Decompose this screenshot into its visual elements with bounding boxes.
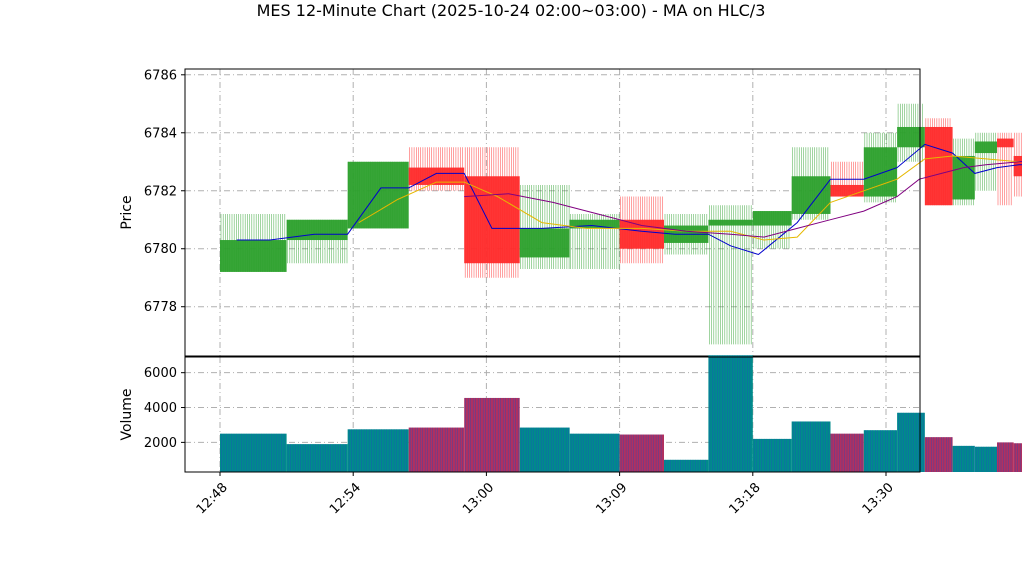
candle-down bbox=[619, 196, 664, 264]
price-tick-label: 6782 bbox=[144, 184, 177, 199]
volume-bar-body bbox=[286, 444, 348, 472]
volume-bar bbox=[569, 433, 620, 472]
volume-bar bbox=[408, 427, 465, 472]
volume-bar-body bbox=[464, 397, 520, 472]
volume-bar-body bbox=[708, 355, 753, 472]
volume-bar bbox=[974, 446, 997, 472]
candle-body bbox=[286, 219, 348, 241]
candle-up bbox=[752, 211, 792, 249]
candle-body bbox=[619, 219, 664, 249]
time-tick-label: 13:00 bbox=[460, 480, 497, 517]
candle-body bbox=[347, 161, 409, 229]
candle-up bbox=[897, 103, 925, 162]
candle-body bbox=[974, 141, 997, 154]
candle-body bbox=[897, 126, 925, 148]
price-panel: 6778 6780 6782 6784 6786 Price bbox=[119, 68, 1022, 357]
volume-bar-body bbox=[619, 434, 664, 472]
volume-bar bbox=[830, 433, 864, 472]
volume-bar-body bbox=[752, 438, 792, 472]
volume-y-axis-label: Volume bbox=[119, 388, 135, 440]
volume-bar bbox=[519, 427, 570, 472]
candle-up bbox=[220, 213, 287, 272]
ma-fast-line bbox=[236, 143, 1022, 256]
candle-up bbox=[952, 138, 975, 206]
candle-body bbox=[952, 155, 975, 200]
volume-bar-body bbox=[519, 427, 570, 472]
volume-axes-frame bbox=[184, 356, 921, 473]
price-tick-label: 6784 bbox=[144, 126, 177, 141]
volume-bar bbox=[897, 412, 925, 472]
volume-bar bbox=[997, 442, 1014, 472]
volume-bar bbox=[924, 437, 953, 472]
volume-bar-body bbox=[347, 429, 409, 472]
volume-bar bbox=[619, 434, 664, 472]
time-tick-label: 13:18 bbox=[727, 480, 764, 517]
candle-up bbox=[974, 132, 997, 191]
volume-bar-body bbox=[408, 427, 465, 472]
volume-panel: 2000 4000 6000 Volume bbox=[119, 355, 1022, 473]
time-tick-label: 12:54 bbox=[327, 480, 364, 517]
candle-body bbox=[830, 184, 864, 197]
volume-bar-body bbox=[569, 433, 620, 472]
volume-bar bbox=[752, 438, 792, 472]
candle-body bbox=[791, 176, 831, 214]
candle-down bbox=[408, 147, 465, 191]
candle-body bbox=[519, 228, 570, 258]
ma-slow-line bbox=[464, 160, 1022, 238]
volume-bar bbox=[952, 445, 975, 472]
price-axes-frame bbox=[184, 68, 921, 357]
candle-up bbox=[791, 147, 831, 220]
candle-down bbox=[997, 132, 1014, 206]
candle-up bbox=[286, 219, 348, 264]
time-tick-label: 13:30 bbox=[860, 480, 897, 517]
volume-tick-label: 6000 bbox=[144, 366, 177, 381]
price-y-axis: 6778 6780 6782 6784 6786 bbox=[144, 68, 185, 315]
volume-tick-label: 2000 bbox=[144, 436, 177, 451]
time-tick-label: 13:09 bbox=[593, 480, 630, 517]
candle-body bbox=[924, 126, 953, 206]
ma-mid-line bbox=[358, 155, 1022, 241]
price-tick-label: 6786 bbox=[144, 68, 177, 83]
volume-bar-body bbox=[791, 421, 831, 472]
volume-bar bbox=[664, 459, 709, 472]
candle-up bbox=[347, 161, 409, 229]
candle-body bbox=[752, 211, 792, 226]
volume-bar bbox=[220, 433, 287, 472]
volume-bar bbox=[708, 355, 753, 472]
candle-body bbox=[1013, 155, 1022, 177]
candle-body bbox=[997, 138, 1014, 148]
candle-up bbox=[708, 205, 753, 345]
price-candles bbox=[220, 103, 1022, 345]
price-y-axis-label: Price bbox=[119, 195, 135, 229]
volume-y-axis: 2000 4000 6000 bbox=[144, 366, 185, 451]
volume-bar bbox=[791, 421, 831, 472]
volume-bar-body bbox=[664, 459, 709, 472]
volume-tick-label: 4000 bbox=[144, 401, 177, 416]
price-tick-label: 6780 bbox=[144, 242, 177, 257]
time-tick-label: 12:48 bbox=[194, 480, 231, 517]
candle-body bbox=[220, 240, 287, 272]
candle-body bbox=[708, 219, 753, 226]
volume-bar bbox=[286, 444, 348, 472]
volume-bar-body bbox=[220, 433, 287, 472]
candle-down bbox=[464, 147, 520, 278]
volume-bar bbox=[464, 397, 520, 472]
moving-average-lines bbox=[236, 143, 1022, 256]
volume-bar bbox=[1013, 443, 1022, 472]
time-x-axis: 12:48 12:54 13:00 13:09 13:18 13:30 bbox=[194, 472, 897, 517]
volume-bar bbox=[347, 429, 409, 472]
candle-up bbox=[569, 213, 620, 270]
candle-down bbox=[924, 118, 953, 206]
candle-up bbox=[863, 132, 898, 203]
price-tick-label: 6778 bbox=[144, 300, 177, 315]
volume-bar bbox=[863, 430, 898, 472]
chart-title: MES 12-Minute Chart (2025-10-24 02:00~03… bbox=[257, 1, 766, 20]
candle-body bbox=[569, 219, 620, 229]
